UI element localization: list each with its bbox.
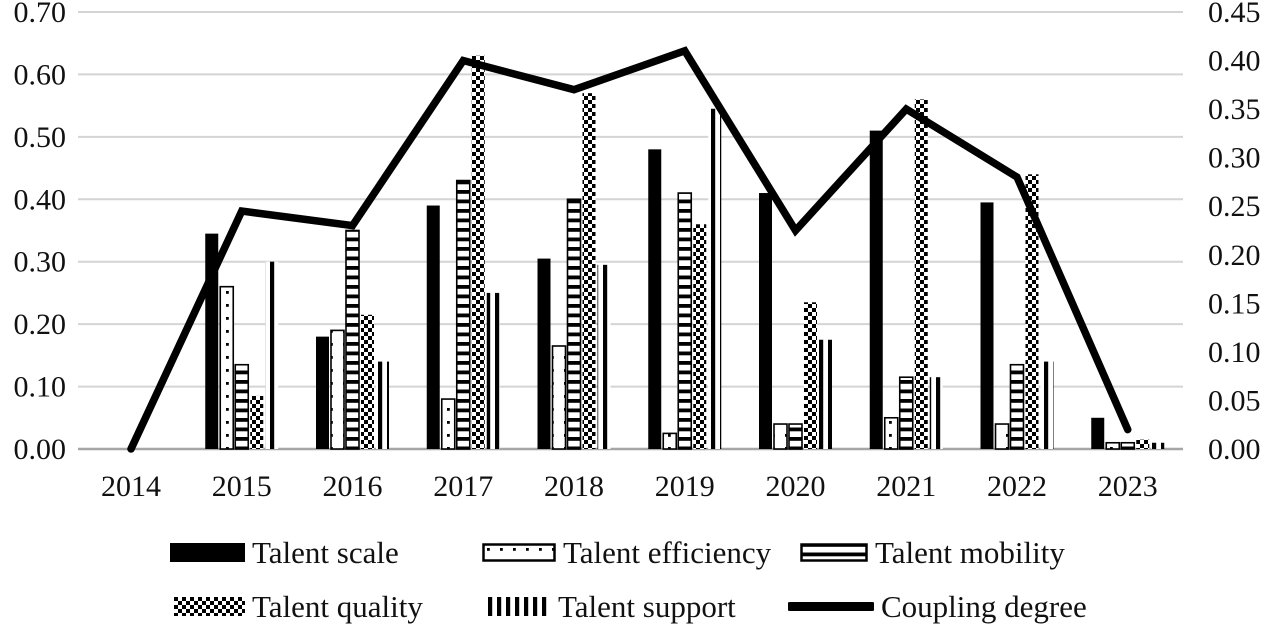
bar-talent-efficiency-2015: [219, 285, 235, 450]
x-axis-tick: 2016: [323, 470, 383, 503]
legend-item-talent-quality: Talent quality: [174, 591, 423, 622]
legend-label-talent-support: Talent support: [558, 589, 736, 624]
left-axis-tick: 0.60: [14, 58, 67, 91]
right-axis-tick: 0.40: [1208, 45, 1261, 78]
left-axis-tick: 0.10: [14, 371, 67, 404]
x-axis-labels: 2014 2015 2016 2017 2018 2019 2020 2021 2022 2023: [101, 470, 1158, 503]
legend-label-talent-scale: Talent scale: [252, 535, 399, 570]
bar-talent-quality-2016: [361, 314, 374, 449]
bar-talent-scale-2020: [759, 193, 772, 449]
bar-talent-efficiency-2020: [773, 423, 788, 450]
bar-talent-mobility-2021: [898, 376, 914, 450]
talent-efficiency-swatch: [482, 543, 556, 562]
bar-talent-quality-2019: [693, 224, 707, 449]
coupling-degree-line: [127, 46, 1132, 453]
bar-talent-scale-2023: [1091, 417, 1105, 449]
legend-label-talent-efficiency: Talent efficiency: [563, 535, 772, 570]
bar-talent-support-2015: [265, 261, 279, 449]
legend-item-talent-scale: Talent scale: [170, 537, 399, 568]
right-axis-tick: 0.30: [1208, 142, 1261, 175]
bar-talent-scale-2017: [426, 205, 440, 449]
left-axis-tick: 0.20: [14, 308, 67, 341]
left-axis-tick: 0.50: [14, 121, 67, 154]
bar-series-layer: [205, 55, 1165, 450]
legend-item-talent-support: Talent support: [488, 591, 736, 622]
bar-talent-mobility-2019: [677, 192, 693, 450]
left-axis-tick: 0.70: [14, 0, 67, 29]
right-axis-tick: 0.10: [1208, 336, 1261, 369]
bar-talent-support-2023: [1151, 442, 1165, 449]
bar-talent-scale-2018: [537, 258, 551, 449]
bar-talent-efficiency-2021: [883, 416, 899, 450]
bar-talent-support-2020: [819, 339, 832, 449]
x-axis-tick: 2020: [766, 470, 826, 503]
bar-talent-quality-2023: [1136, 439, 1150, 449]
bar-talent-quality-2017: [471, 55, 485, 449]
legend-item-talent-efficiency: Talent efficiency: [482, 537, 771, 568]
bar-talent-mobility-2023: [1120, 441, 1136, 450]
talent-support-swatch: [488, 597, 551, 616]
coupling-degree-swatch: [788, 602, 874, 611]
bar-talent-quality-2022: [1025, 174, 1039, 450]
left-axis-labels: 0.00 0.10 0.20 0.30 0.40 0.50 0.60 0.70: [14, 0, 67, 466]
talent-quality-swatch: [174, 597, 245, 616]
bar-talent-mobility-2018: [566, 198, 582, 450]
legend-label-talent-mobility: Talent mobility: [875, 535, 1065, 570]
bar-talent-scale-2022: [980, 202, 994, 449]
bar-talent-support-2022: [1040, 361, 1054, 449]
x-axis-tick: 2022: [987, 470, 1047, 503]
bar-talent-support-2019: [708, 108, 722, 449]
legend-label-talent-quality: Talent quality: [252, 589, 423, 624]
bar-talent-support-2018: [597, 264, 611, 449]
bar-talent-mobility-2016: [345, 229, 360, 450]
bar-talent-scale-2021: [869, 130, 883, 449]
right-axis-tick: 0.45: [1208, 0, 1261, 29]
bar-talent-support-2021: [929, 377, 943, 449]
x-axis-tick: 2019: [655, 470, 715, 503]
legend-label-coupling-degree: Coupling degree: [881, 589, 1087, 624]
x-axis-tick: 2023: [1098, 470, 1158, 503]
bar-talent-efficiency-2022: [994, 423, 1010, 450]
bar-talent-mobility-2017: [455, 179, 471, 450]
bar-talent-mobility-2015: [234, 363, 250, 450]
x-axis-tick: 2017: [433, 470, 493, 503]
bar-talent-quality-2021: [914, 99, 928, 450]
x-axis-tick: 2018: [544, 470, 604, 503]
talent-scale-swatch: [170, 543, 245, 562]
bar-talent-quality-2018: [582, 93, 596, 450]
chart-plot-area: 0.000.100.200.300.400.500.600.70 0.000.0…: [14, 0, 1261, 503]
bar-talent-support-2016: [376, 361, 389, 449]
bar-talent-efficiency-2018: [551, 345, 567, 450]
bar-talent-quality-2015: [250, 395, 264, 449]
bar-talent-efficiency-2023: [1105, 441, 1121, 450]
x-axis-tick: 2014: [101, 470, 161, 503]
bar-talent-support-2017: [486, 292, 500, 449]
legend-item-talent-mobility: Talent mobility: [800, 537, 1065, 568]
left-axis-tick: 0.30: [14, 246, 67, 279]
right-axis-tick: 0.15: [1208, 287, 1261, 320]
line-series-layer: [127, 46, 1132, 453]
bar-talent-scale-2019: [648, 149, 662, 450]
bar-talent-mobility-2022: [1009, 363, 1025, 450]
right-axis-tick: 0.25: [1208, 190, 1261, 223]
right-axis-labels: 0.00 0.05 0.10 0.15 0.20 0.25 0.30 0.35 0.40 0.45: [1208, 0, 1261, 466]
bar-talent-efficiency-2019: [662, 432, 678, 450]
bar-talent-quality-2020: [804, 302, 817, 449]
x-axis-tick: 2015: [212, 470, 272, 503]
bar-talent-efficiency-2017: [440, 398, 456, 450]
talent-mobility-swatch: [800, 543, 868, 562]
left-axis-tick: 0.00: [14, 433, 67, 466]
right-axis-tick: 0.35: [1208, 93, 1261, 126]
right-axis-tick: 0.00: [1208, 433, 1261, 466]
right-axis-tick: 0.20: [1208, 239, 1261, 272]
right-axis-tick: 0.05: [1208, 384, 1261, 417]
x-axis-tick: 2021: [876, 470, 936, 503]
bar-talent-mobility-2020: [788, 423, 803, 450]
legend-item-coupling-degree: Coupling degree: [788, 591, 1087, 622]
bar-talent-efficiency-2016: [330, 329, 345, 450]
bar-talent-scale-2016: [316, 336, 329, 449]
left-axis-tick: 0.40: [14, 183, 67, 216]
